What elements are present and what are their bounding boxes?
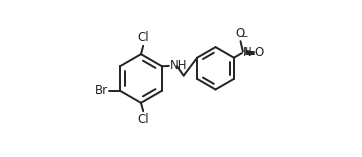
Text: N: N: [243, 46, 252, 60]
Text: −: −: [240, 32, 247, 41]
Text: +: +: [242, 46, 249, 55]
Text: Cl: Cl: [138, 113, 149, 126]
Text: O: O: [236, 27, 245, 40]
Text: Br: Br: [95, 84, 108, 97]
Text: NH: NH: [170, 59, 188, 72]
Text: Cl: Cl: [138, 31, 149, 44]
Text: O: O: [254, 46, 264, 60]
